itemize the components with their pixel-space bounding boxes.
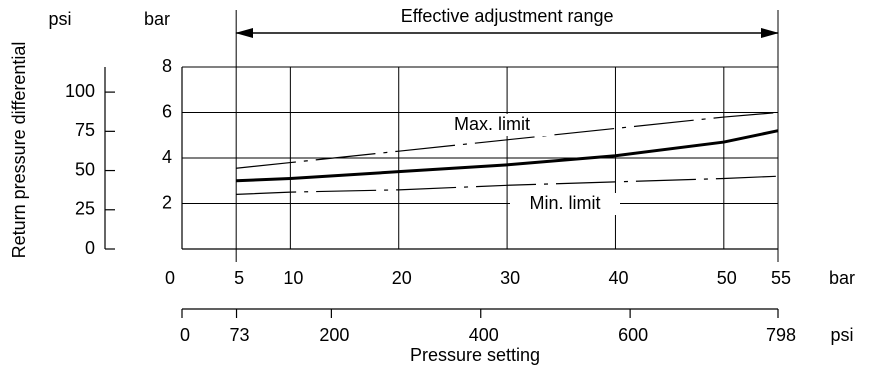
- x-tick-label: 20: [392, 268, 412, 288]
- y-axis-title: Return pressure differential: [9, 42, 29, 259]
- x-tick-label: 50: [717, 268, 737, 288]
- y2-unit: psi: [48, 9, 71, 29]
- x2-tick-label: 200: [319, 325, 349, 345]
- x-tick-label: 5: [234, 268, 244, 288]
- x2-tick-label: 0: [180, 325, 190, 345]
- x2-unit: psi: [830, 325, 853, 345]
- x-tick-label: 55: [771, 268, 791, 288]
- series-line: [236, 129, 779, 183]
- y-tick-label: 4: [162, 147, 172, 167]
- x-tick-label: 10: [283, 268, 303, 288]
- x-tick-label: 30: [500, 268, 520, 288]
- x2-tick-label: 600: [618, 325, 648, 345]
- y2-tick-label: 0: [85, 238, 95, 258]
- series-line: [236, 111, 779, 169]
- series-line: [236, 175, 779, 195]
- x2-tick-label: 400: [469, 325, 499, 345]
- x-tick-label: 0: [165, 268, 175, 288]
- y2-tick-label: 75: [75, 120, 95, 140]
- annotation: Effective adjustment range: [401, 6, 614, 26]
- y-tick-label: 6: [162, 101, 172, 121]
- label-bg: [510, 193, 620, 215]
- x-unit: bar: [829, 268, 855, 288]
- y-tick-label: 2: [162, 192, 172, 212]
- y-unit: bar: [144, 9, 170, 29]
- x2-tick-label: 798: [766, 325, 796, 345]
- x2-tick-label: 73: [230, 325, 250, 345]
- x-tick-label: 40: [608, 268, 628, 288]
- y-tick-label: 8: [162, 56, 172, 76]
- y2-tick-label: 50: [75, 159, 95, 179]
- series-label: Min. limit: [530, 193, 601, 213]
- series-label: Max. limit: [454, 114, 530, 134]
- x-axis-title: Pressure setting: [410, 345, 540, 365]
- label-bg: [437, 114, 547, 136]
- y2-tick-label: 100: [65, 81, 95, 101]
- y2-tick-label: 25: [75, 199, 95, 219]
